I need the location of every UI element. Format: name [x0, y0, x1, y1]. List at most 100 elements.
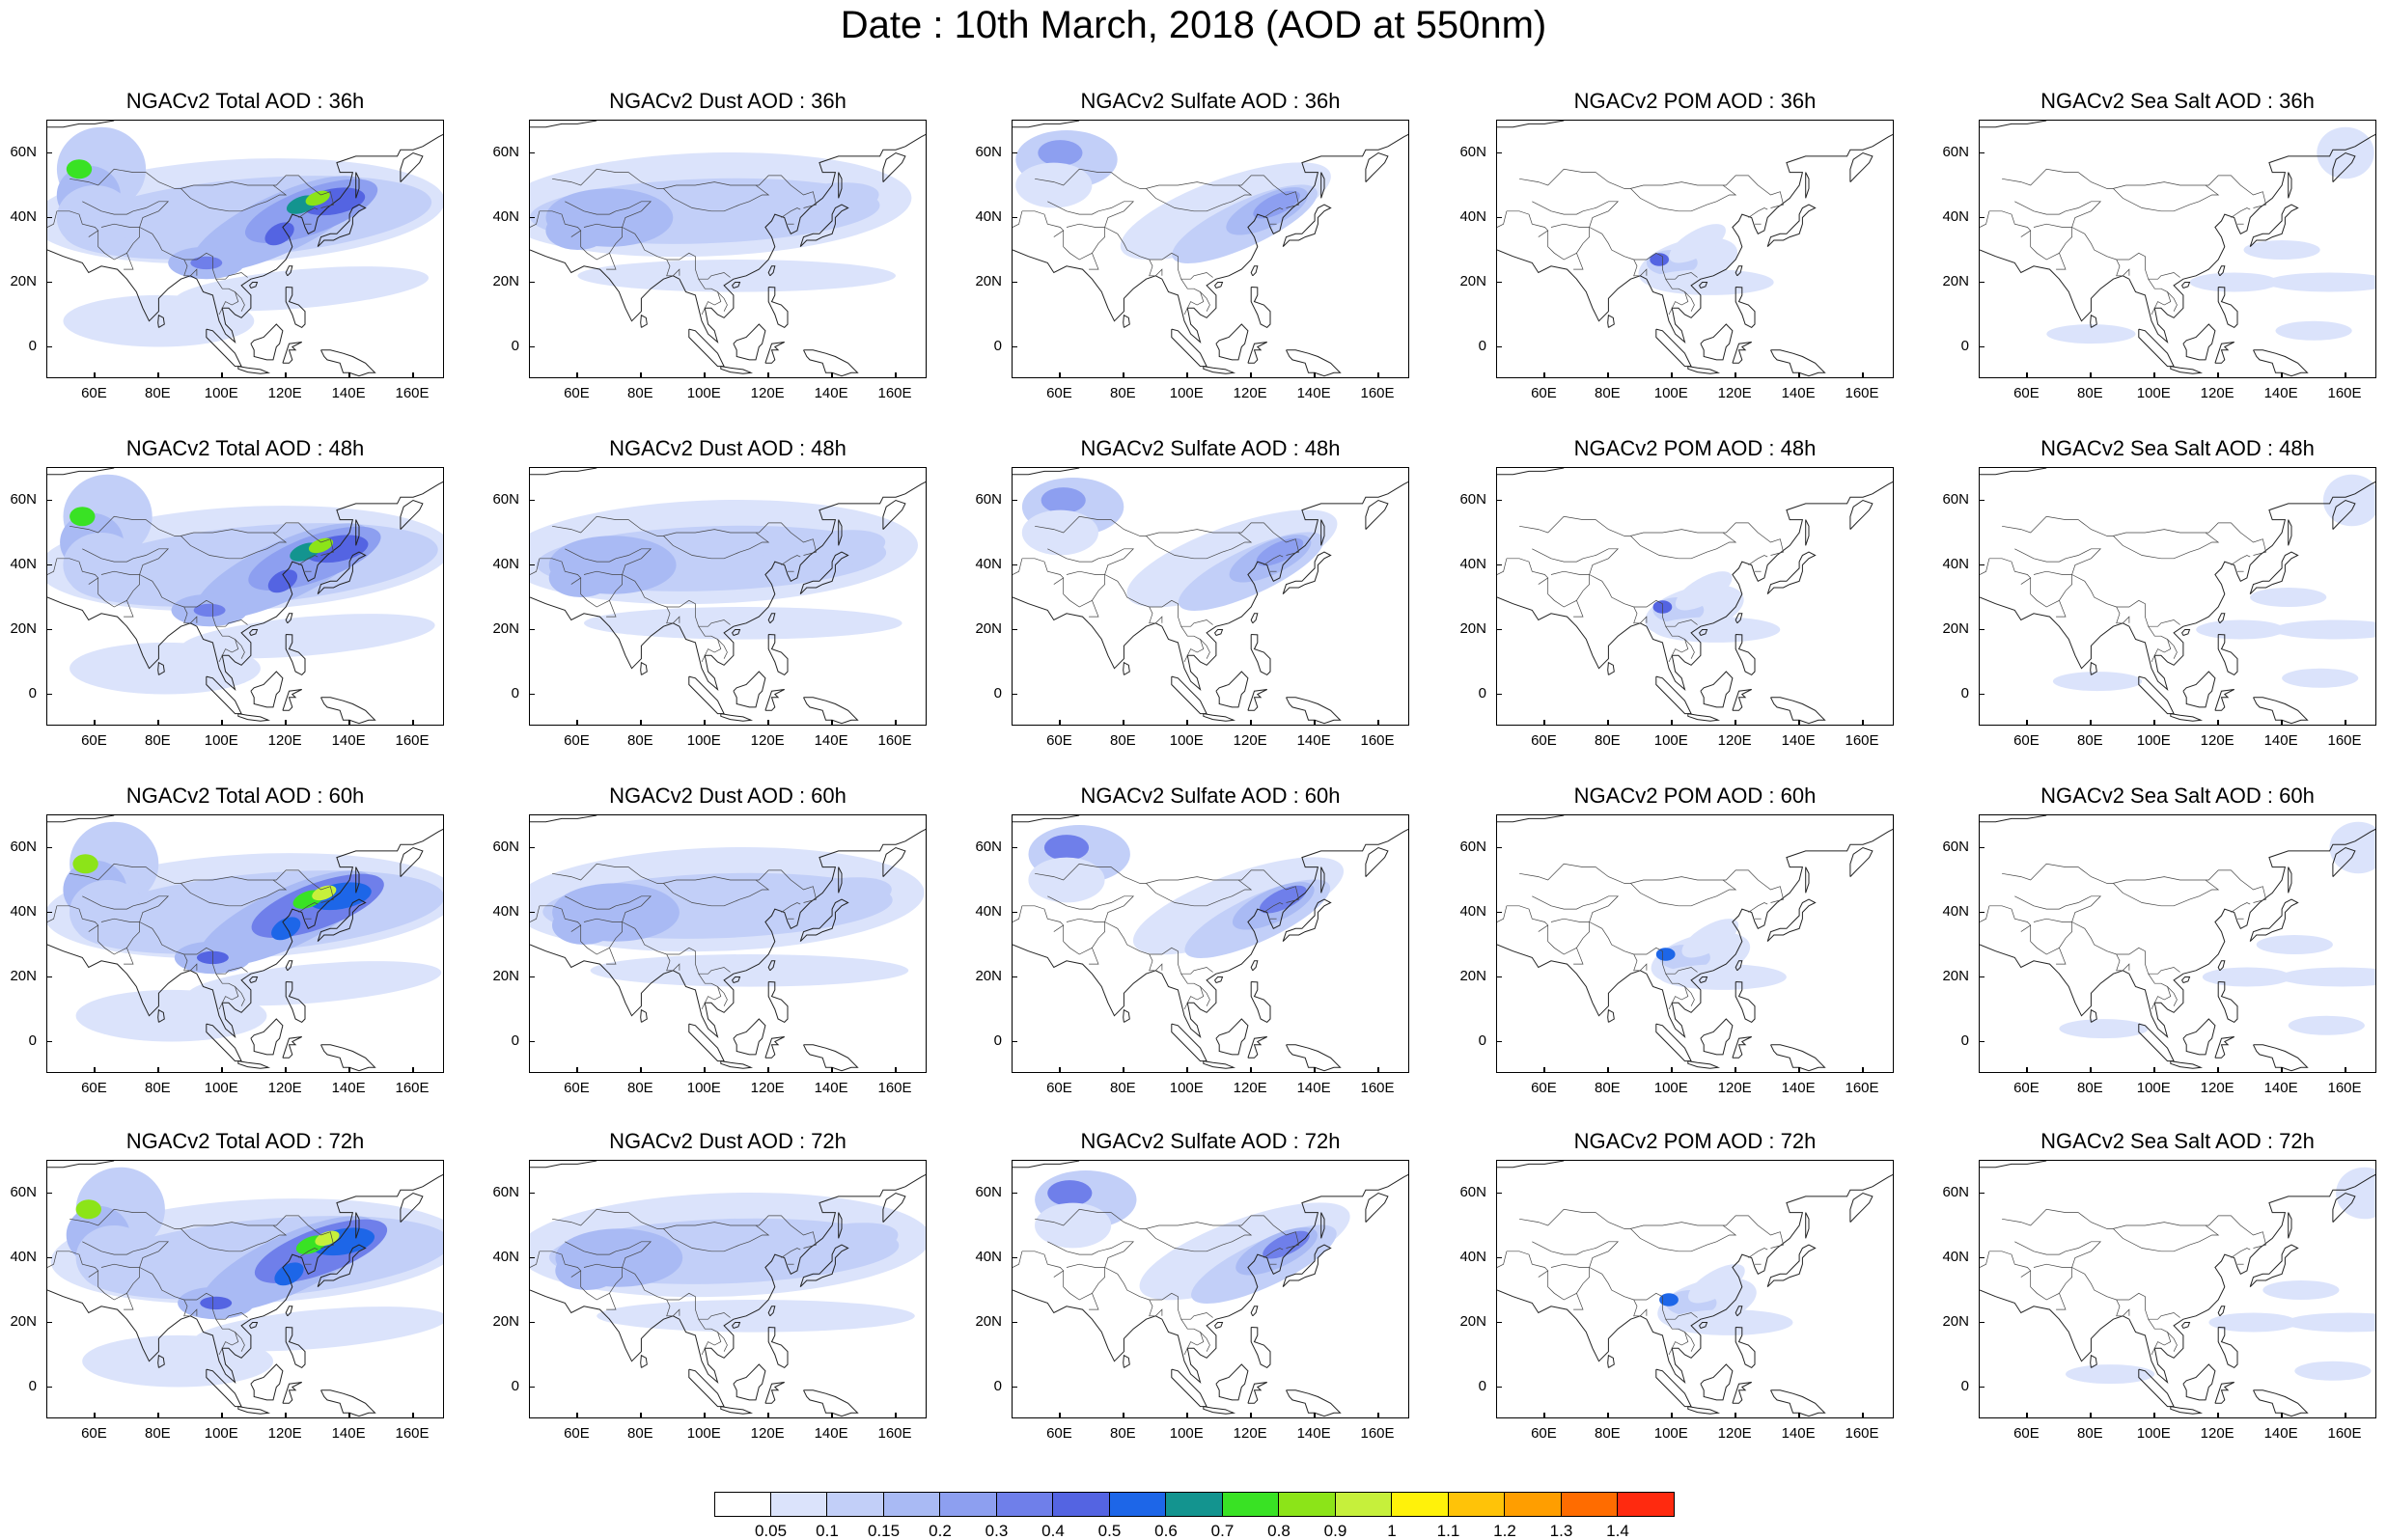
- x-tick-label: 100E: [1653, 385, 1688, 401]
- country-border: [2231, 207, 2251, 218]
- country-border: [1180, 279, 1205, 316]
- x-tick-mark: [1123, 1413, 1124, 1418]
- x-tick-mark: [1735, 720, 1736, 726]
- coastline: [285, 287, 306, 329]
- coastline: [1282, 204, 1332, 248]
- y-tick-mark: [1979, 976, 1985, 977]
- x-tick-label: 80E: [2077, 1080, 2103, 1096]
- aod-field-area: [264, 222, 294, 246]
- coastline: [285, 981, 306, 1024]
- aod-field-area: [1256, 537, 1304, 566]
- coastline: [1497, 133, 1893, 344]
- country-border: [1684, 986, 1695, 1006]
- coastline: [1849, 499, 1874, 530]
- y-tick-mark: [1496, 693, 1502, 695]
- x-tick-mark: [1798, 720, 1800, 726]
- country-border: [2071, 921, 2180, 975]
- aod-map: [47, 815, 443, 1072]
- map-plot-area: [1979, 467, 2376, 726]
- x-tick-mark: [1607, 720, 1609, 726]
- country-border: [1589, 1267, 1698, 1320]
- x-tick-label: 160E: [395, 385, 430, 401]
- country-border: [2167, 1332, 2178, 1352]
- coastline: [1171, 328, 1207, 368]
- aod-field-area: [2336, 1167, 2375, 1220]
- coastline: [1607, 314, 1615, 328]
- coastline: [2170, 366, 2204, 374]
- map-plot-area: [1496, 120, 1894, 378]
- coastline: [1607, 1354, 1615, 1368]
- coastline: [2090, 314, 2097, 328]
- country-border: [1988, 1251, 2032, 1278]
- coastline: [2217, 613, 2226, 624]
- x-tick-label: 160E: [1360, 385, 1395, 401]
- y-tick-label: 0: [993, 1031, 1002, 1049]
- coastline: [1849, 1192, 1874, 1223]
- coastline: [688, 1368, 725, 1408]
- y-tick-mark: [1012, 1321, 1017, 1323]
- country-border: [139, 1267, 248, 1320]
- coastline: [764, 342, 785, 364]
- country-border: [781, 1248, 801, 1258]
- y-tick-label: 60N: [10, 838, 37, 855]
- country-border: [298, 207, 319, 218]
- country-border: [1263, 555, 1284, 565]
- x-tick-label: 140E: [1296, 385, 1331, 401]
- country-border: [1589, 921, 1698, 975]
- map-panel: NGACv2 POM AOD : 60h 60N 40N 20N 0 60E 80E 100E…: [1459, 784, 1894, 1100]
- coastline: [688, 328, 725, 368]
- country-border: [606, 1293, 617, 1310]
- country-border: [781, 555, 801, 565]
- y-tick-label: 40N: [1942, 902, 1969, 920]
- coastline: [282, 689, 302, 711]
- country-border: [717, 291, 728, 312]
- x-tick-mark: [1250, 372, 1252, 378]
- x-tick-mark: [2090, 1413, 2092, 1418]
- country-border: [580, 574, 623, 608]
- x-tick-label: 100E: [204, 385, 238, 401]
- country-border: [1104, 1267, 1213, 1320]
- x-tick-mark: [1671, 720, 1673, 726]
- x-tick-mark: [157, 1067, 159, 1073]
- country-border: [298, 555, 319, 565]
- country-border: [1021, 558, 1065, 585]
- aod-field-area: [1669, 224, 1726, 263]
- coastline: [317, 1244, 367, 1288]
- coastline: [2332, 1192, 2356, 1223]
- x-tick-label: 120E: [267, 1080, 302, 1096]
- country-border: [1035, 863, 1300, 903]
- aod-field-area: [1665, 1309, 1793, 1335]
- y-tick-mark: [1012, 1386, 1017, 1388]
- coastline: [400, 151, 424, 182]
- country-border: [565, 1241, 652, 1268]
- coastline: [1215, 1363, 1249, 1401]
- country-border: [235, 291, 245, 312]
- map-plot-area: [1496, 814, 1894, 1073]
- x-tick-label: 120E: [267, 732, 302, 749]
- panel-title: NGACv2 Total AOD : 72h: [125, 1129, 365, 1153]
- y-tick-label: 0: [28, 1377, 37, 1394]
- x-tick-label: 60E: [81, 385, 107, 401]
- x-tick-label: 100E: [1653, 1080, 1688, 1096]
- y-tick-mark: [46, 1386, 52, 1388]
- panel-title: NGACv2 Sulfate AOD : 72h: [1080, 1129, 1341, 1153]
- x-tick-mark: [2345, 372, 2346, 378]
- x-tick-mark: [1862, 1413, 1864, 1418]
- x-tick-label: 60E: [1046, 1080, 1072, 1096]
- country-border: [663, 879, 770, 907]
- map-plot-area: [1979, 1160, 2376, 1418]
- x-tick-mark: [1798, 1067, 1800, 1073]
- country-border: [717, 1332, 728, 1352]
- y-tick-mark: [1496, 976, 1502, 977]
- y-tick-label: 0: [993, 1377, 1002, 1394]
- coastline: [1286, 349, 1342, 377]
- aod-field-area: [760, 530, 886, 574]
- x-tick-mark: [1059, 1067, 1061, 1073]
- x-tick-mark: [704, 720, 706, 726]
- coastline: [2288, 172, 2292, 199]
- y-tick-mark: [529, 499, 535, 501]
- aod-field-area: [2250, 588, 2327, 607]
- y-tick-mark: [529, 564, 535, 565]
- aod-field-area: [1038, 140, 1083, 166]
- coastline: [688, 675, 725, 715]
